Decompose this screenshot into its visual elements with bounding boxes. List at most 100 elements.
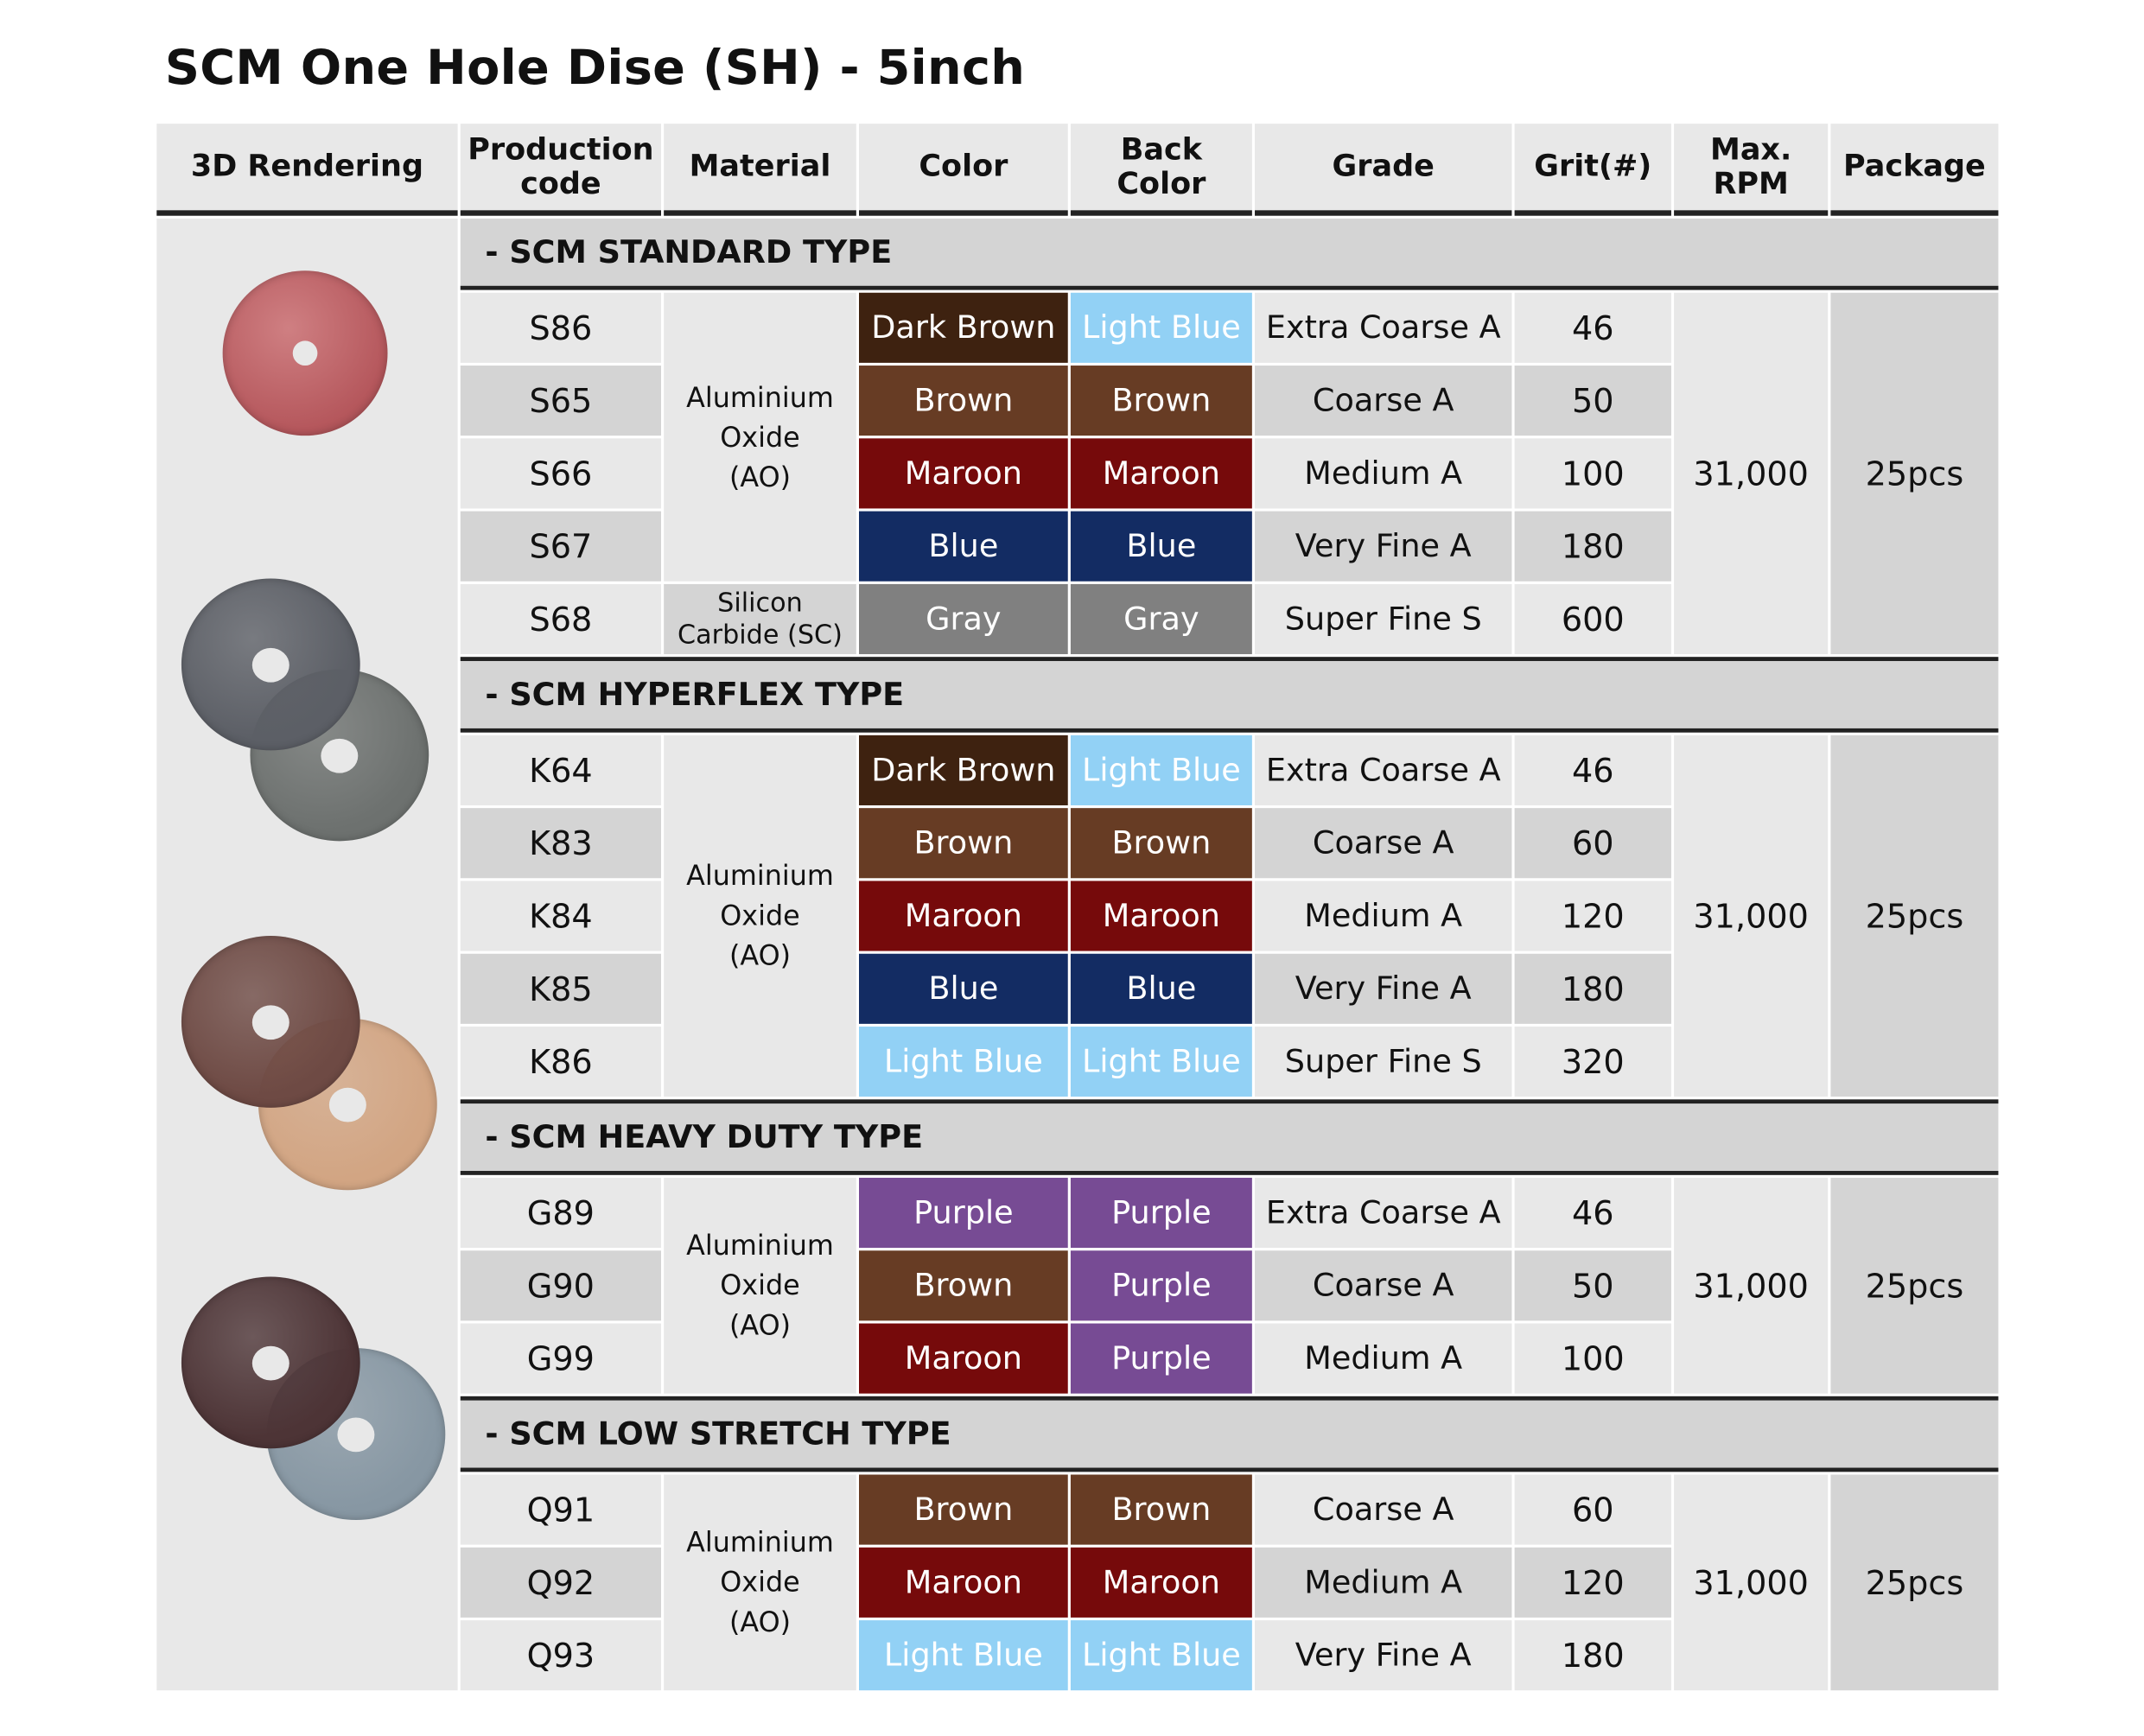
heavy-duty-disc-image — [156, 219, 457, 1690]
package: 25pcs — [1830, 292, 1999, 655]
table-row: Q92 Maroon Maroon Medium A 120 — [156, 1547, 1998, 1618]
production-code: S65 — [460, 366, 661, 436]
color-swatch: Blue — [859, 953, 1068, 1024]
table-row: K83 Brown Brown Coarse A 60 — [156, 808, 1998, 879]
grade: Extra Coarse A — [1255, 1177, 1512, 1249]
grit: 50 — [1514, 1250, 1671, 1321]
grit: 46 — [1514, 292, 1671, 363]
grade: Coarse A — [1255, 808, 1512, 879]
table-row: K64 Aluminium Oxide (AO) Dark Brown Light B… — [156, 734, 1999, 1097]
material-cell: Aluminium Oxide (AO) — [664, 292, 856, 582]
product-table: 3D Rendering Production code Material Color… — [154, 121, 2001, 1693]
section-title: - SCM HYPERFLEX TYPE — [460, 657, 1999, 733]
grade: Medium A — [1255, 1547, 1512, 1618]
color-swatch: Dark Brown — [859, 292, 1068, 363]
production-code: K85 — [460, 953, 661, 1024]
production-code: Q92 — [460, 1547, 661, 1618]
package: 25pcs — [1830, 1177, 1999, 1394]
table-row: K84 Maroon Maroon Medium A 120 — [156, 881, 1998, 951]
table-row: K86 Light Blue Light Blue Super Fine S 320 — [156, 1027, 1998, 1097]
package: 25pcs — [1830, 734, 1999, 1097]
grit: 180 — [1514, 953, 1671, 1024]
production-code: G90 — [460, 1250, 661, 1321]
grit: 180 — [1514, 1620, 1671, 1691]
max-rpm: 31,000 — [1674, 292, 1829, 655]
grade: Super Fine S — [1255, 1027, 1512, 1097]
section-title: - SCM LOW STRETCH TYPE — [460, 1396, 1999, 1472]
back-color-swatch: Light Blue — [1070, 1027, 1252, 1097]
grade: Very Fine A — [1255, 1620, 1512, 1691]
table-row: G99 Maroon Purple Medium A 100 — [156, 1323, 1998, 1394]
production-code: G99 — [460, 1323, 661, 1394]
table-row: S66 Maroon Maroon Medium A 100 — [156, 438, 1998, 509]
back-color-swatch: Light Blue — [1070, 292, 1252, 363]
grade: Coarse A — [1255, 1474, 1512, 1545]
color-swatch: Brown — [859, 1474, 1068, 1545]
header-grit: Grit(#) — [1514, 124, 1671, 216]
hyperflex-disc-image — [156, 219, 457, 1690]
grade: Very Fine A — [1255, 953, 1512, 1024]
grit: 60 — [1514, 1474, 1671, 1545]
grit: 100 — [1514, 1323, 1671, 1394]
production-code: K84 — [460, 881, 661, 951]
table-row: G89 Aluminium Oxide (AO) Purple Purple Extra… — [156, 1177, 1999, 1394]
color-swatch: Maroon — [859, 438, 1068, 509]
color-swatch: Gray — [859, 583, 1068, 655]
material-cell: Aluminium Oxide (AO) — [664, 1474, 856, 1691]
production-code: Q91 — [460, 1474, 661, 1545]
grit: 600 — [1514, 583, 1671, 655]
back-color-swatch: Blue — [1070, 953, 1252, 1024]
package: 25pcs — [1830, 1474, 1999, 1691]
grade: Medium A — [1255, 1323, 1512, 1394]
table-row: Q91 Aluminium Oxide (AO) Brown Brown Coarse … — [156, 1474, 1999, 1691]
grade: Very Fine A — [1255, 511, 1512, 582]
disc-icon — [181, 1276, 360, 1449]
production-code: Q93 — [460, 1620, 661, 1691]
disc-icon — [181, 936, 360, 1108]
material-cell: Aluminium Oxide (AO) — [664, 1177, 856, 1394]
header-row: 3D Rendering Production code Material Color… — [156, 124, 1999, 216]
back-color-swatch: Maroon — [1070, 881, 1252, 951]
low-stretch-disc-image — [156, 219, 457, 1690]
section-title: - SCM HEAVY DUTY TYPE — [460, 1099, 1999, 1175]
grit: 50 — [1514, 366, 1671, 436]
grade: Coarse A — [1255, 1250, 1512, 1321]
production-code: S67 — [460, 511, 661, 582]
standard-disc-image — [156, 219, 457, 1690]
production-code: G89 — [460, 1177, 661, 1249]
header-color: Color — [859, 124, 1068, 216]
back-color-swatch: Brown — [1070, 1474, 1252, 1545]
production-code: S86 — [460, 292, 661, 363]
material-cell: Silicon Carbide (SC) — [664, 583, 856, 655]
section-header-row: - SCM LOW STRETCH TYPE — [156, 1396, 1999, 1472]
table-row: G90 Brown Purple Coarse A 50 — [156, 1250, 1998, 1321]
color-swatch: Brown — [859, 808, 1068, 879]
table-row: S68 Silicon Carbide (SC) Gray Gray Super Fin… — [156, 583, 1998, 655]
header-back-color: Back Color — [1070, 124, 1252, 216]
back-color-swatch: Maroon — [1070, 1547, 1252, 1618]
grade: Extra Coarse A — [1255, 734, 1512, 805]
page-title: SCM One Hole Dise (SH) - 5inch — [164, 41, 1026, 97]
production-code: S68 — [460, 583, 661, 655]
grade: Extra Coarse A — [1255, 292, 1512, 363]
color-swatch: Purple — [859, 1177, 1068, 1249]
header-production-code: Production code — [460, 124, 661, 216]
disc-icon — [222, 270, 388, 436]
grit: 320 — [1514, 1027, 1671, 1097]
header-rendering: 3D Rendering — [156, 124, 458, 216]
table-row: S65 Brown Brown Coarse A 50 — [156, 366, 1998, 436]
production-code: K64 — [460, 734, 661, 805]
grit: 46 — [1514, 1177, 1671, 1249]
rendering-cell — [156, 218, 458, 1691]
max-rpm: 31,000 — [1674, 1177, 1829, 1394]
color-swatch: Maroon — [859, 1547, 1068, 1618]
back-color-swatch: Blue — [1070, 511, 1252, 582]
section-header-row: - SCM STANDARD TYPE — [156, 218, 1999, 1691]
back-color-swatch: Gray — [1070, 583, 1252, 655]
color-swatch: Maroon — [859, 881, 1068, 951]
section-title: - SCM STANDARD TYPE — [460, 218, 1999, 290]
grit: 60 — [1514, 808, 1671, 879]
max-rpm: 31,000 — [1674, 1474, 1829, 1691]
grit: 46 — [1514, 734, 1671, 805]
